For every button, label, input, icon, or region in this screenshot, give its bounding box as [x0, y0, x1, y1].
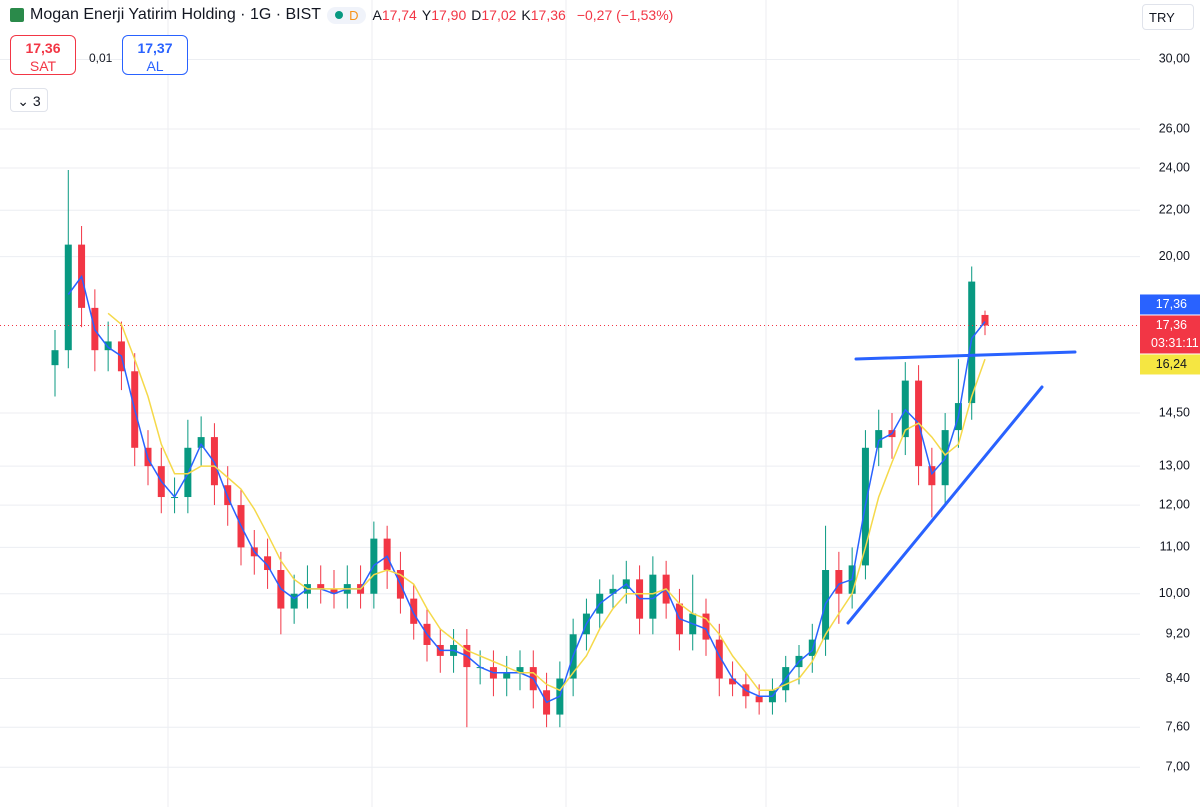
status-pill: D: [327, 6, 367, 24]
price-badge: [1140, 354, 1200, 375]
price-badge-label: 17,36: [1156, 318, 1187, 332]
candle-body: [264, 556, 272, 571]
candle-body: [197, 437, 205, 448]
y-tick-label: 10,00: [1159, 586, 1190, 600]
y-tick-label: 22,00: [1159, 203, 1190, 217]
candle-body: [210, 437, 218, 486]
currency: TRY: [1149, 10, 1175, 25]
sell-label: SAT: [29, 58, 57, 74]
y-tick-label: 8,40: [1166, 671, 1190, 685]
sell-button[interactable]: 17,36 SAT: [10, 35, 76, 75]
candle-body: [755, 696, 763, 703]
ohlc-key: A: [372, 7, 382, 23]
candle-body: [609, 588, 617, 594]
currency-button[interactable]: TRY: [1142, 4, 1194, 30]
candle-body: [649, 574, 657, 619]
buy-label: AL: [146, 58, 164, 74]
y-tick-label: 13,00: [1159, 458, 1190, 472]
price-badge-label: 16,24: [1156, 357, 1187, 371]
market-dot: [335, 11, 344, 19]
moving-average: [67, 274, 986, 704]
price-badge: [1140, 294, 1200, 315]
candle-body: [290, 593, 298, 609]
buy-button[interactable]: 17,37 AL: [122, 35, 188, 75]
candle-body: [503, 672, 511, 679]
header: Mogan Enerji Yatirim Holding · 1G · BIST…: [10, 6, 673, 24]
plot: [0, 58, 1140, 768]
ohlc-key: K: [521, 7, 531, 23]
y-tick-label: 14,50: [1159, 405, 1190, 419]
ohlc-value: 17,02: [481, 7, 517, 23]
candle-body: [928, 466, 936, 486]
ohlc-value: 17,74: [381, 7, 417, 23]
candle-body: [383, 538, 391, 571]
spread: 0,01: [89, 51, 113, 65]
ohlc-key: Y: [421, 7, 432, 23]
price-badge-label: 17,36: [1156, 297, 1187, 311]
candle-body: [835, 570, 843, 594]
candle-body: [981, 314, 989, 326]
y-tick-label: 12,00: [1159, 497, 1190, 511]
price-axis: 30,00 26,00 24,00 22,00 20,00 14,50 13,00 12,00…: [1140, 0, 1200, 807]
candle-body: [51, 350, 59, 366]
y-tick-label: 7,00: [1166, 759, 1190, 773]
candle-body: [64, 244, 72, 351]
candle-body: [702, 613, 710, 640]
candle-body: [516, 667, 524, 673]
indicator-count: 3: [32, 93, 41, 109]
ohlc-value: 17,36: [530, 7, 566, 23]
change: −0,27 (−1,53%): [576, 7, 674, 23]
resistance-line: [854, 350, 1077, 361]
candle-body: [715, 639, 723, 679]
price-badge: [1140, 315, 1200, 354]
y-tick-label: 20,00: [1159, 249, 1190, 263]
candle-body: [317, 584, 325, 589]
axis-bg: [1140, 0, 1200, 807]
y-tick-label: 24,00: [1159, 160, 1190, 174]
indicators-toggle[interactable]: ⌄ 3: [10, 88, 48, 112]
candle-body: [410, 598, 418, 624]
symbol-title: Mogan Enerji Yatirim Holding · 1G · BIST: [30, 6, 322, 23]
y-tick-label: 7,60: [1166, 720, 1190, 734]
candle-body: [104, 341, 112, 351]
candle-body: [330, 588, 338, 594]
ohlc: A17,74 Y17,90 D17,02 K17,36: [372, 7, 570, 23]
candle-body: [729, 678, 737, 685]
ohlc-value: 17,90: [431, 7, 467, 23]
sell-price: 17,36: [25, 40, 61, 56]
candle-body: [875, 430, 883, 448]
moving-average: [107, 312, 986, 692]
y-tick-label: 30,00: [1159, 52, 1190, 66]
ohlc-key: D: [471, 7, 482, 23]
logo: [10, 8, 24, 22]
support-line: [846, 385, 1044, 625]
buy-price: 17,37: [137, 40, 173, 56]
countdown: 03:31:11: [1151, 336, 1199, 350]
y-tick-label: 9,20: [1166, 627, 1190, 641]
y-tick-label: 11,00: [1160, 540, 1190, 554]
data-badge: D: [349, 7, 359, 23]
trend-lines: [846, 350, 1077, 625]
y-tick-label: 26,00: [1159, 121, 1190, 135]
